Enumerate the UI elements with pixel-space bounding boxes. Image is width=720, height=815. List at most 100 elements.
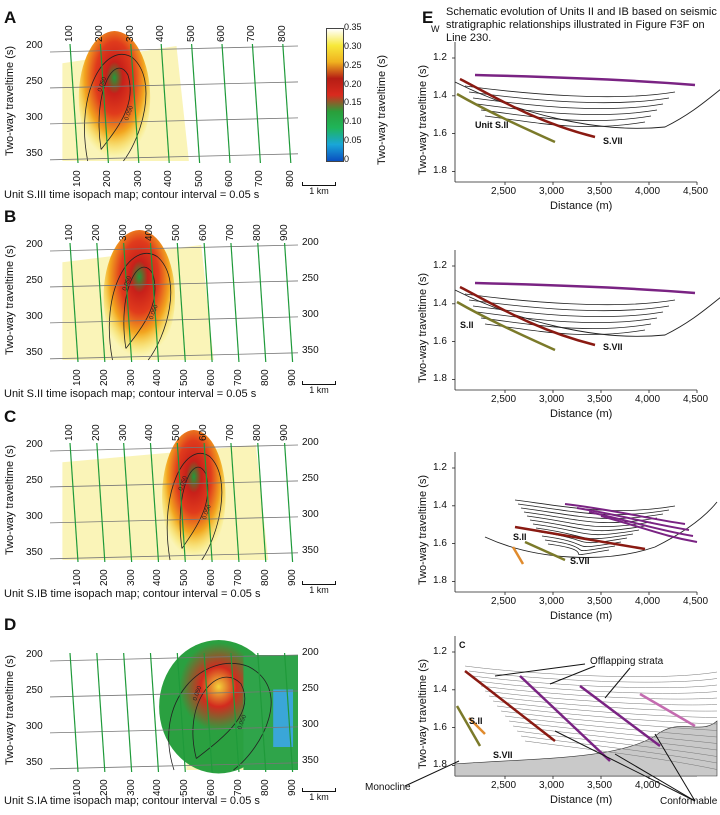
grid-line-vertical xyxy=(203,442,213,563)
grid-line-horizontal xyxy=(49,117,299,125)
grid-line-vertical xyxy=(96,652,106,773)
horizon-olive xyxy=(456,92,556,144)
horizon-purple xyxy=(579,685,661,747)
map-ytick-left: 250 xyxy=(26,474,43,486)
grid-line-vertical xyxy=(257,442,267,563)
map-ytick-left: 250 xyxy=(26,274,43,286)
scale-bar: 1 km xyxy=(302,381,336,395)
grid-line-vertical xyxy=(69,242,79,363)
grid-line-vertical xyxy=(191,43,201,164)
section-ytick: 1.2 xyxy=(433,646,447,657)
west-label: W xyxy=(431,24,440,34)
map-ytick-right: 200 xyxy=(302,647,319,658)
colorbar-tick: 0.10 xyxy=(344,116,362,127)
panel-e-letter: E xyxy=(422,8,434,27)
map-xtick-bottom: 400 xyxy=(152,569,164,586)
map-xtick-bottom: 100 xyxy=(72,369,83,386)
horizon-red xyxy=(459,285,596,347)
contour-line xyxy=(108,253,172,361)
section-xtick: 4,500 xyxy=(683,596,709,607)
map-xtick-top: 400 xyxy=(144,424,156,441)
map-xtick-bottom: 800 xyxy=(284,170,296,187)
grid-line-horizontal xyxy=(49,81,299,89)
grid-line-vertical xyxy=(221,43,231,164)
panel-letter-b: B xyxy=(4,207,17,226)
section-xtick: 3,000 xyxy=(539,780,565,791)
contour-label: 0.050 xyxy=(124,105,135,122)
stratum-line xyxy=(476,103,658,116)
schematic-section-3: Two-way traveltime (s) 1.2 1.4 1.6 1.8 2,500 3… xyxy=(415,440,720,625)
map-caption: Unit S.III time isopach map; contour int… xyxy=(4,189,260,201)
horizon-olive xyxy=(524,540,566,562)
colorbar-tick: 0.25 xyxy=(344,59,362,70)
section-ytick: 1.4 xyxy=(433,89,447,101)
map-xtick-bottom: 500 xyxy=(193,170,205,187)
map-ytick-left: 200 xyxy=(26,649,43,660)
stratum-line xyxy=(496,705,718,725)
map-ytick-left: 250 xyxy=(26,684,43,696)
section-ytick: 1.8 xyxy=(433,759,447,771)
stratum-line xyxy=(476,311,658,324)
map-ytick-right: 350 xyxy=(302,544,319,556)
map-xtick-top: 500 xyxy=(185,25,197,42)
map-caption: Unit S.IA time isopach map; contour inte… xyxy=(4,795,260,807)
section-xtick: 3,000 xyxy=(539,596,565,607)
map-ytick-left: 350 xyxy=(26,346,43,358)
grid-line-vertical xyxy=(149,652,160,773)
section-xlabel: Distance (m) xyxy=(550,794,613,806)
map-ytick-right: 350 xyxy=(302,754,319,766)
section-xlabel: Distance (m) xyxy=(550,408,613,420)
section-ytick: 1.6 xyxy=(433,721,447,733)
map-xtick-top: 600 xyxy=(198,224,210,241)
contour-label: 0.050 xyxy=(193,685,204,702)
grid-line-horizontal xyxy=(49,480,299,488)
section-ytick: 1.4 xyxy=(433,683,447,695)
contour-label: 0.050 xyxy=(122,275,133,292)
section-plot xyxy=(452,250,720,393)
stratum-line xyxy=(472,675,718,688)
map-xtick-bottom: 200 xyxy=(102,170,114,187)
section-xtick: 2,500 xyxy=(491,780,517,791)
horizon-red xyxy=(514,525,646,551)
map-xtick-bottom: 100 xyxy=(72,170,83,187)
section-xtick: 4,000 xyxy=(635,186,661,197)
contour-label: 0.050 xyxy=(178,475,189,492)
stratum-line xyxy=(524,740,718,770)
scale-label: 1 km xyxy=(309,186,329,196)
map-xtick-top: 600 xyxy=(198,424,210,441)
section-plot xyxy=(452,42,720,185)
map-panel-d: D Two-way traveltime (s) 0.050 0.050 200 250 3… xyxy=(0,615,400,815)
map-xtick-top: 700 xyxy=(246,25,258,42)
colorbar: 0.35 0.30 0.25 0.20 0.15 0.10 0.05 0 xyxy=(322,22,362,168)
map-xtick-bottom: 300 xyxy=(125,369,137,386)
section-label-sii: S.II xyxy=(460,320,474,330)
grid-line-vertical xyxy=(203,242,213,363)
map-xtick-bottom: 900 xyxy=(286,779,298,796)
grid-line-vertical xyxy=(230,442,240,563)
section-xtick: 3,500 xyxy=(587,394,613,405)
section-ytick: 1.2 xyxy=(433,52,447,63)
map-xtick-bottom: 600 xyxy=(206,569,218,586)
map-ytick-right: 300 xyxy=(302,508,319,520)
contour-line xyxy=(168,663,272,771)
contour-label: 0.050 xyxy=(202,504,213,521)
grid-line-horizontal xyxy=(49,352,299,360)
map-xtick-top: 800 xyxy=(251,224,263,241)
map-xtick-bottom: 800 xyxy=(259,569,271,586)
map-xtick-top: 300 xyxy=(117,224,129,241)
horizon-purple xyxy=(564,503,686,525)
grid-line-horizontal xyxy=(49,45,299,53)
scale-line xyxy=(302,381,336,385)
horizon-red xyxy=(459,77,596,139)
section-xtick: 4,500 xyxy=(683,186,709,197)
map-panel-b: B Two-way traveltime (s) 0.050 0.050 200 250 3… xyxy=(0,205,400,405)
section-label-svii: S.VII xyxy=(570,556,590,566)
horizon-purple xyxy=(519,675,611,762)
map-xtick-bottom: 700 xyxy=(232,779,244,796)
map-xtick-bottom: 100 xyxy=(72,569,83,586)
map-panel-c: C Two-way traveltime (s) 0.050 0.050 200 250 3… xyxy=(0,405,400,605)
map-xtick-bottom: 400 xyxy=(152,369,164,386)
scale-bar: 1 km xyxy=(302,788,336,802)
stratum-line xyxy=(514,499,676,512)
section-label-sii: S.II xyxy=(513,532,527,542)
